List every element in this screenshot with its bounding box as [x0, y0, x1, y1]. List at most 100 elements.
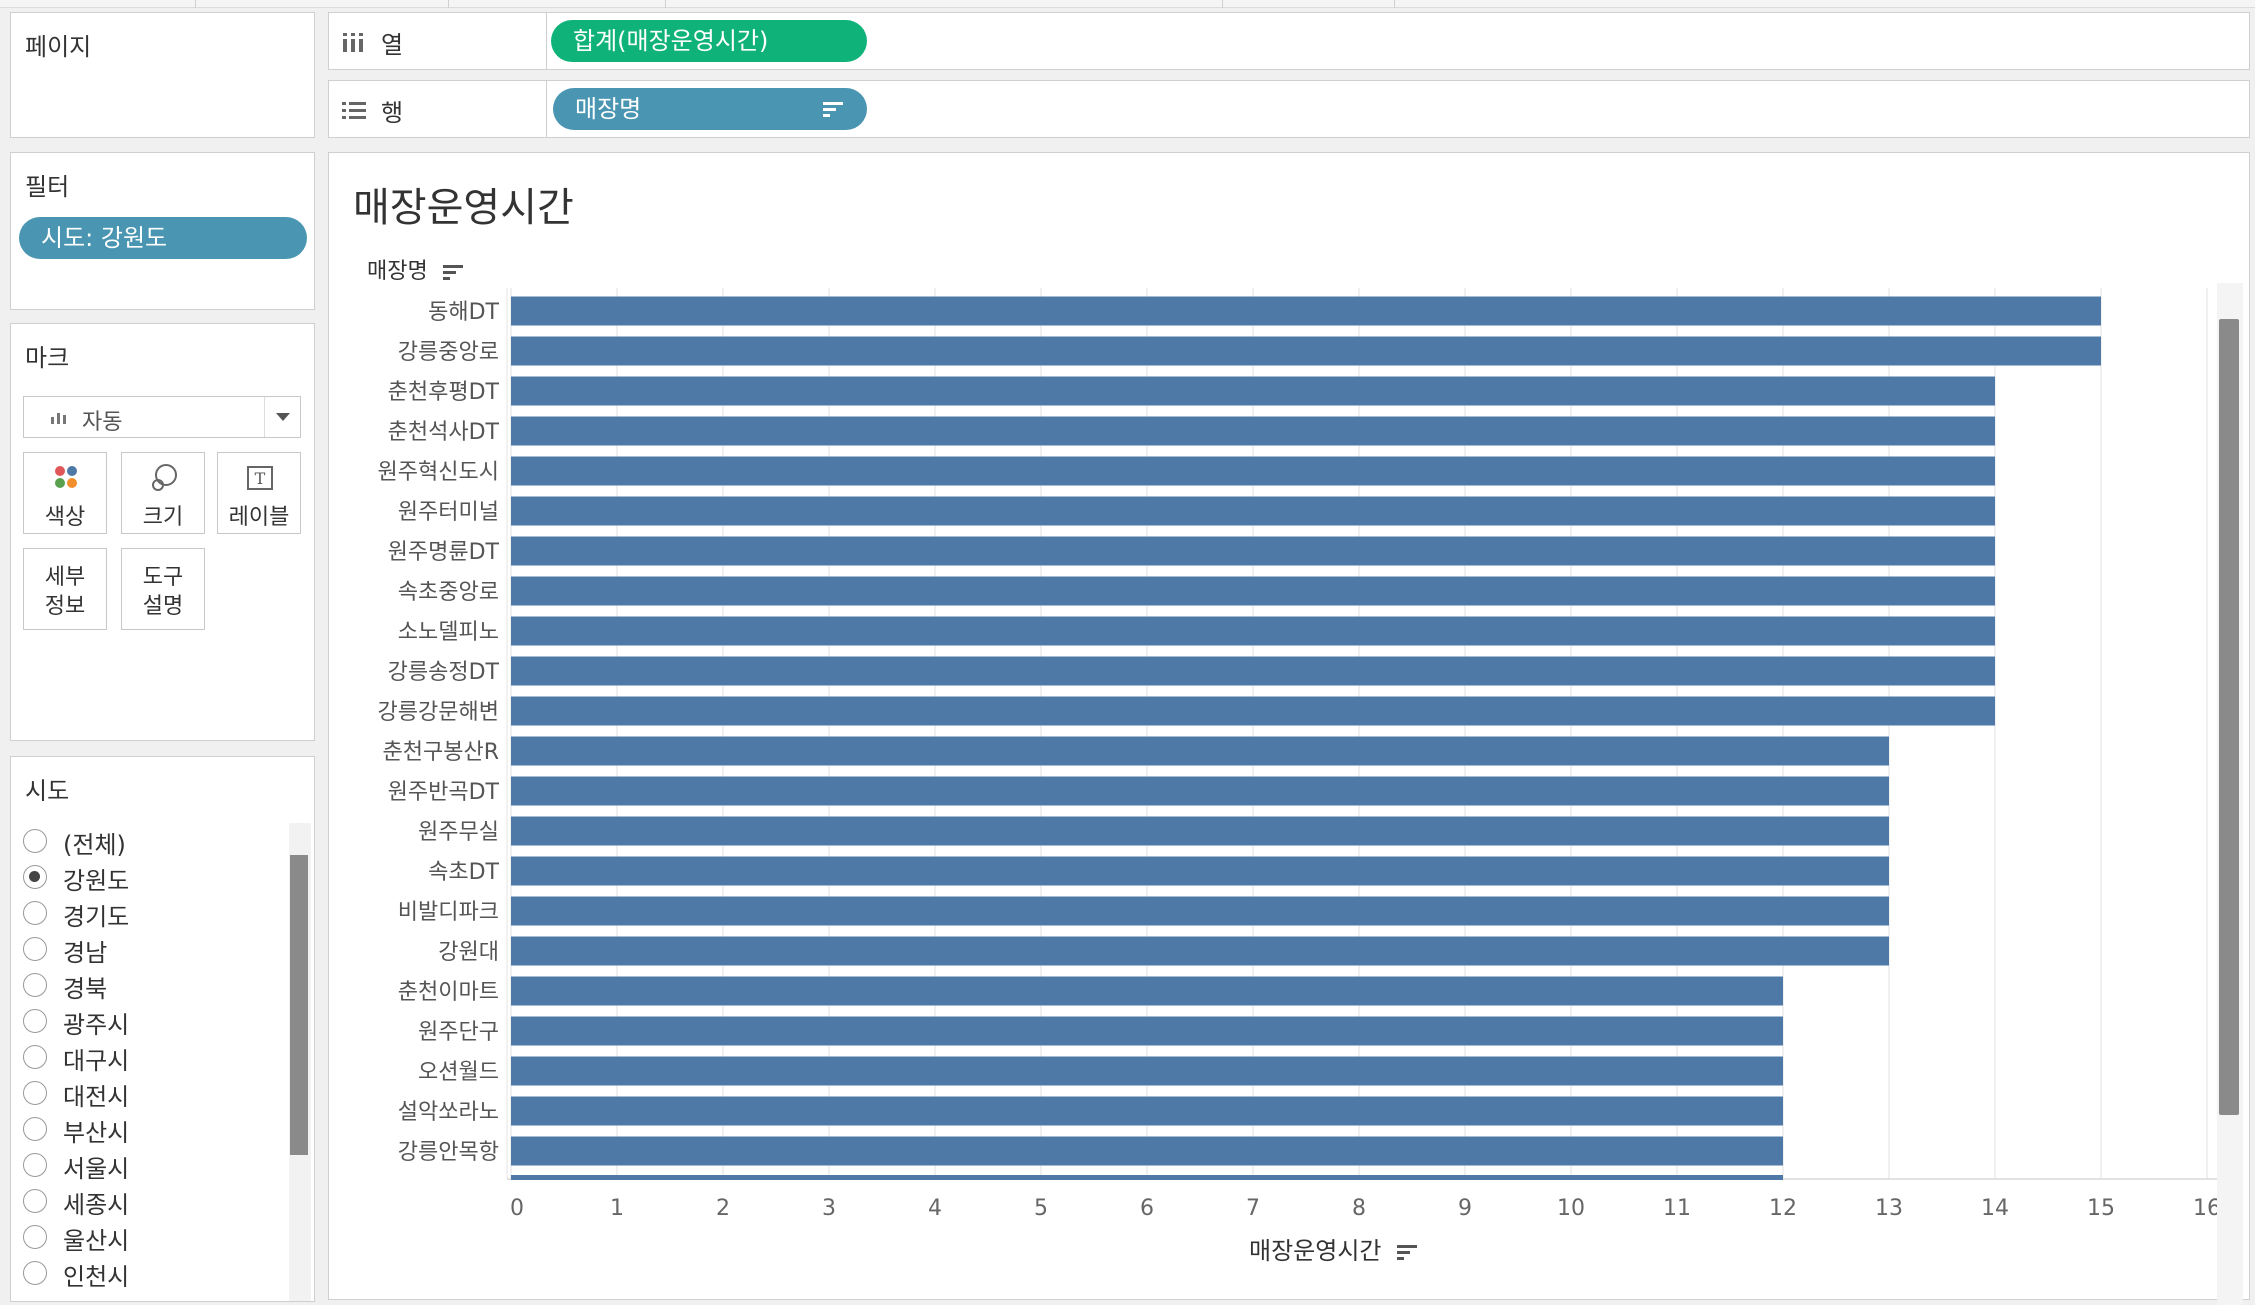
y-tick-label[interactable]: 소노델피노: [398, 620, 499, 645]
bar[interactable]: [511, 1136, 1783, 1166]
sort-descending-icon[interactable]: [1397, 1244, 1418, 1260]
y-tick-label[interactable]: 원주터미널: [398, 500, 499, 525]
chevron-down-icon[interactable]: [264, 397, 300, 437]
bar[interactable]: [511, 336, 2101, 366]
bar[interactable]: [511, 696, 1995, 726]
chart-title: 매장운영시간: [353, 185, 574, 231]
bar[interactable]: [511, 616, 1995, 646]
radio-button[interactable]: [23, 1081, 47, 1105]
radio-button[interactable]: [23, 973, 47, 997]
y-tick-label[interactable]: 속초DT: [428, 860, 499, 885]
x-tick-label: 4: [928, 1196, 942, 1221]
y-tick-label[interactable]: 춘천석사DT: [388, 420, 500, 445]
bar[interactable]: [511, 536, 1995, 566]
bar[interactable]: [511, 576, 1995, 606]
sido-option-label: 세종시: [63, 1191, 130, 1219]
bar[interactable]: [511, 816, 1889, 846]
y-tick-label[interactable]: 동해DT: [428, 300, 499, 325]
bar[interactable]: [511, 976, 1783, 1006]
radio-button[interactable]: [23, 901, 47, 925]
bar[interactable]: [511, 1096, 1783, 1126]
y-tick-label[interactable]: 오션월드: [418, 1060, 499, 1085]
y-tick-label[interactable]: 강원대: [438, 940, 499, 965]
bar[interactable]: [511, 416, 1995, 446]
columns-icon: [343, 33, 363, 52]
x-tick-label: 12: [1769, 1196, 1797, 1221]
tooltip-label: 도구 설명: [142, 565, 184, 619]
sido-option-label: (전체): [63, 831, 126, 859]
rows-label: 행: [381, 99, 404, 127]
marks-card: 마크 자동 색상 크기 T 레이블 세부 정보 도구 설명: [10, 323, 315, 741]
bar[interactable]: [511, 496, 1995, 526]
sido-option-label: 부산시: [63, 1119, 130, 1147]
bar[interactable]: [511, 456, 1995, 486]
bar[interactable]: [511, 936, 1889, 966]
bar-chart-icon: [51, 413, 66, 424]
y-tick-label[interactable]: 강릉강문해변: [378, 700, 499, 725]
mark-type-dropdown[interactable]: 자동: [23, 396, 301, 438]
y-tick-label[interactable]: 원주단구: [418, 1020, 499, 1045]
y-tick-label[interactable]: 원주명륜DT: [388, 540, 500, 565]
columns-shelf[interactable]: 열 합계(매장운영시간): [328, 12, 2250, 70]
marks-title: 마크: [25, 344, 70, 372]
y-tick-label[interactable]: 설악쏘라노: [398, 1100, 499, 1125]
bar[interactable]: [511, 776, 1889, 806]
color-label: 색상: [44, 505, 86, 530]
y-tick-label[interactable]: 강릉중앙로: [398, 340, 499, 365]
y-tick-label[interactable]: 강릉안목항: [398, 1140, 499, 1165]
bar[interactable]: [511, 856, 1889, 886]
sort-descending-icon[interactable]: [823, 101, 843, 117]
size-circles-icon: [152, 464, 177, 491]
y-tick-label[interactable]: 춘천후평DT: [388, 380, 500, 405]
columns-label: 열: [381, 31, 404, 59]
radio-button[interactable]: [23, 865, 47, 889]
radio-button[interactable]: [23, 1225, 47, 1249]
sido-scrollbar-thumb[interactable]: [290, 855, 308, 1155]
y-tick-label[interactable]: 강릉송정DT: [388, 660, 500, 685]
sido-option-label: 대전시: [63, 1083, 130, 1111]
bar[interactable]: [511, 1016, 1783, 1046]
radio-button[interactable]: [23, 937, 47, 961]
detail-label: 세부 정보: [44, 565, 86, 619]
bar[interactable]: [511, 656, 1995, 686]
y-axis-header[interactable]: 매장명: [367, 253, 463, 285]
x-axis-title[interactable]: 매장운영시간: [1249, 1231, 1418, 1266]
label-mark-button[interactable]: T 레이블: [217, 452, 301, 534]
bar[interactable]: [511, 1056, 1783, 1086]
size-mark-button[interactable]: 크기: [121, 452, 205, 534]
rows-shelf[interactable]: 행 매장명: [328, 80, 2250, 138]
radio-button[interactable]: [23, 1189, 47, 1213]
detail-mark-button[interactable]: 세부 정보: [23, 548, 107, 630]
radio-button[interactable]: [23, 1117, 47, 1141]
x-tick-label: 6: [1140, 1196, 1154, 1221]
y-tick-label[interactable]: 비발디파크: [398, 900, 499, 925]
bar[interactable]: [511, 736, 1889, 766]
radio-button[interactable]: [23, 1045, 47, 1069]
radio-button[interactable]: [23, 829, 47, 853]
rows-pill-store-name[interactable]: 매장명: [553, 88, 867, 130]
x-tick-label: 7: [1246, 1196, 1260, 1221]
sido-option-label: 강원도: [63, 867, 130, 895]
chart-scrollbar-thumb[interactable]: [2219, 319, 2239, 1115]
y-tick-label[interactable]: 춘천구봉산R: [383, 740, 500, 765]
radio-button[interactable]: [23, 1261, 47, 1285]
bar[interactable]: [511, 296, 2101, 326]
color-mark-button[interactable]: 색상: [23, 452, 107, 534]
radio-button[interactable]: [23, 1009, 47, 1033]
y-tick-label[interactable]: 원주무실: [418, 820, 499, 845]
bar[interactable]: [511, 896, 1889, 926]
pages-title: 페이지: [25, 33, 92, 61]
y-tick-label[interactable]: 원주반곡DT: [388, 780, 500, 805]
x-tick-label: 0: [510, 1196, 524, 1221]
y-tick-label[interactable]: 원주혁신도시: [378, 460, 499, 485]
columns-pill-sum-hours[interactable]: 합계(매장운영시간): [551, 20, 867, 62]
x-tick-label: 10: [1557, 1196, 1585, 1221]
bar[interactable]: [511, 376, 1995, 406]
x-tick-label: 9: [1458, 1196, 1472, 1221]
sort-descending-icon[interactable]: [442, 264, 463, 280]
y-tick-label[interactable]: 춘천이마트: [398, 980, 499, 1005]
y-tick-label[interactable]: 속초중앙로: [398, 580, 499, 605]
filter-pill-sido[interactable]: 시도: 강원도: [19, 217, 307, 259]
radio-button[interactable]: [23, 1153, 47, 1177]
tooltip-mark-button[interactable]: 도구 설명: [121, 548, 205, 630]
